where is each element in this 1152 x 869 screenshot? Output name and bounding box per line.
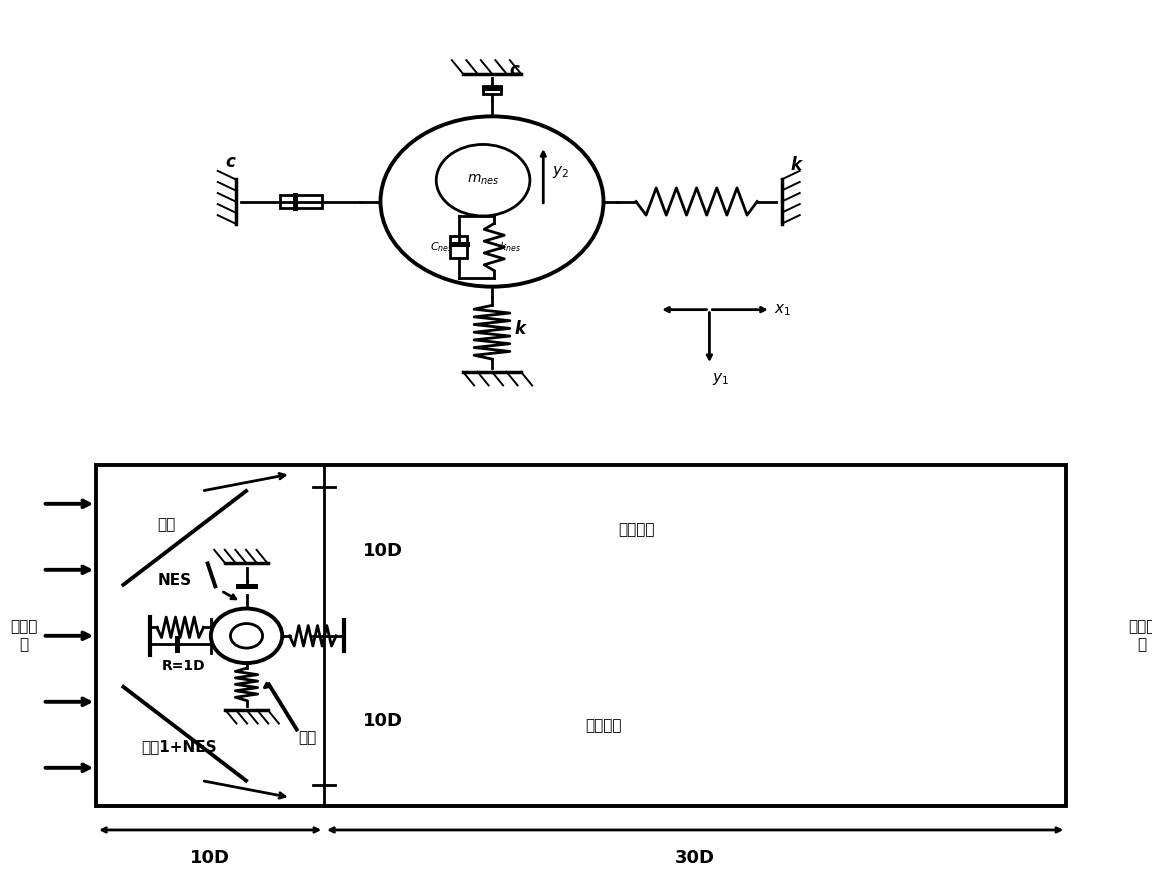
Text: $y_2$: $y_2$ — [552, 163, 569, 180]
Text: k: k — [790, 156, 802, 175]
Text: $k_{nes}$: $k_{nes}$ — [499, 240, 521, 254]
Circle shape — [230, 624, 263, 648]
Text: $x_1$: $x_1$ — [774, 302, 791, 317]
Text: 10D: 10D — [363, 541, 403, 560]
Text: k: k — [514, 321, 525, 338]
Bar — [280, 195, 321, 209]
Text: 柱体1+NES: 柱体1+NES — [141, 739, 217, 754]
Bar — [96, 466, 1067, 806]
Text: 阻尼: 阻尼 — [158, 518, 176, 533]
Bar — [169, 638, 191, 651]
Text: 滑移边界: 滑移边界 — [619, 522, 655, 537]
Text: 压力出
口: 压力出 口 — [1128, 620, 1152, 652]
Text: 弹簧: 弹簧 — [298, 731, 317, 746]
Text: NES: NES — [158, 573, 191, 588]
Text: $y_1$: $y_1$ — [712, 371, 729, 387]
Circle shape — [211, 608, 282, 663]
Text: $m_{nes}$: $m_{nes}$ — [467, 173, 499, 188]
Text: c: c — [510, 61, 520, 78]
Text: $C_{nes}$: $C_{nes}$ — [430, 240, 453, 254]
Text: 滑移边界: 滑移边界 — [585, 718, 622, 733]
Text: 10D: 10D — [190, 849, 230, 866]
Text: 30D: 30D — [675, 849, 715, 866]
Text: 10D: 10D — [363, 712, 403, 730]
Text: c: c — [225, 153, 235, 171]
Bar — [449, 236, 468, 258]
Circle shape — [437, 144, 530, 216]
Bar — [237, 581, 256, 595]
Text: 速度进
口: 速度进 口 — [10, 620, 37, 652]
Text: R=1D: R=1D — [161, 659, 205, 673]
Bar — [483, 85, 501, 94]
